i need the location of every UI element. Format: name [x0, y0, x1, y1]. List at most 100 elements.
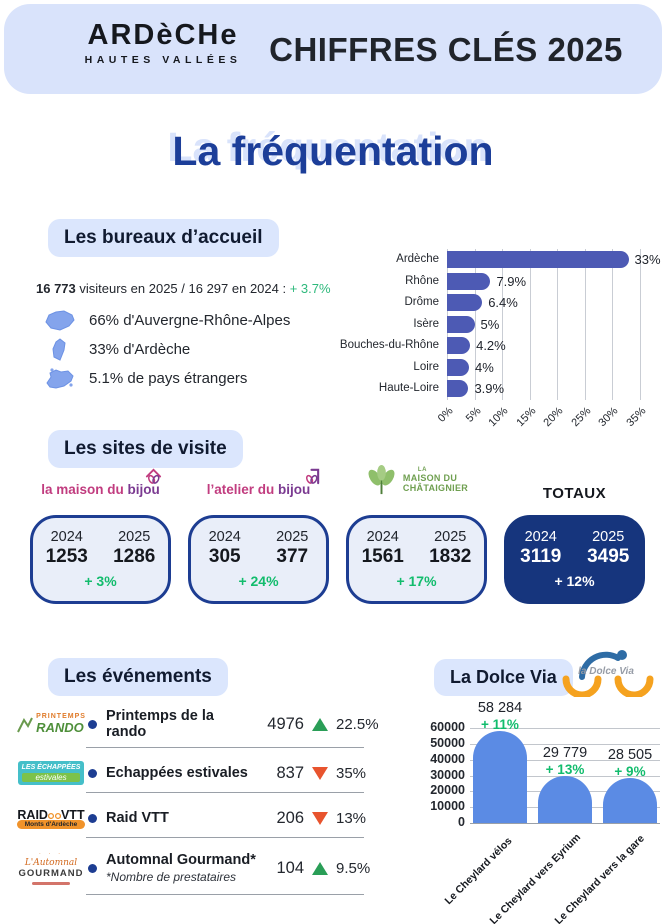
maison-du-chataignier-logo: LA MAISON DU CHÂTAIGNIER — [346, 464, 487, 497]
row-separator — [86, 837, 364, 838]
event-percent: 9.5% — [336, 859, 371, 877]
year-label: 2025 — [118, 529, 151, 545]
visitors-summary: 16 773 visiteurs en 2025 / 16 297 en 202… — [36, 281, 331, 296]
header-banner: ARDèCHe HAUTES VALLÉES CHIFFRES CLÉS 202… — [4, 4, 662, 94]
visitor-count: 1832 — [429, 546, 472, 567]
document-title: CHIFFRES CLÉS 2025 — [269, 31, 623, 68]
bar-value-label: 6.4% — [488, 295, 518, 310]
x-tick-label: 35% — [623, 404, 648, 429]
triangle — [312, 717, 328, 731]
year-label: 2025 — [276, 529, 309, 545]
section-label-events: Les événements — [48, 658, 228, 696]
visitor-count: 1286 — [113, 546, 156, 567]
row-separator — [86, 792, 364, 793]
gridline — [612, 249, 613, 400]
ardeche-hautes-vallees-logo: ARDèCHe HAUTES VALLÉES — [72, 19, 254, 66]
gridline — [529, 249, 531, 400]
triangle — [312, 861, 328, 875]
bullet-dot — [88, 768, 97, 778]
delta-percent: + 17% — [396, 573, 437, 589]
bar — [447, 380, 469, 397]
event-name-cell: Printemps de la rando — [106, 708, 258, 740]
maison-du-bijou-logo: la maison du bijou — [30, 468, 171, 497]
event-name: Echappées estivales — [106, 765, 248, 781]
bar — [603, 777, 657, 823]
x-tick-label: 25% — [568, 404, 593, 429]
bar — [447, 358, 469, 376]
event-value: 4976 — [267, 714, 304, 733]
section-label-dolce-via: La Dolce Via — [434, 659, 573, 696]
gridline — [584, 249, 586, 400]
triangle — [312, 811, 328, 825]
origin-row: 33% d'Ardèche — [44, 335, 290, 364]
logo-subtitle: HAUTES VALLÉES — [84, 54, 242, 66]
dolce-via-logo-text: la Dolce Via — [578, 666, 634, 677]
visitor-count: 3495 — [587, 546, 630, 567]
category-label: Loire — [413, 360, 439, 373]
row-separator — [86, 894, 364, 895]
bar — [473, 730, 527, 823]
category-label: Rhône — [405, 274, 439, 287]
trend-down-icon — [304, 811, 336, 825]
gridline — [502, 249, 503, 400]
y-tick-label: 10000 — [430, 799, 465, 814]
category-label: Bouches-du-Rhône — [339, 339, 439, 351]
gridline — [470, 743, 660, 745]
y-tick-label: 50000 — [430, 735, 465, 750]
page-title: La fréquentation — [172, 128, 494, 174]
year-label: 2025 — [592, 529, 625, 545]
x-tick-label: 30% — [596, 404, 621, 429]
visitors-text: visiteurs en 2025 / 16 297 en 2024 : — [75, 281, 290, 296]
visitor-count: 3119 — [520, 546, 562, 567]
delta-percent: + 24% — [238, 573, 279, 589]
events-table: PRINTEMPS RANDO Printemps de la rando 4976 2… — [14, 698, 379, 910]
bar-value-label: 58 284 — [477, 699, 523, 716]
visitors-count: 16 773 — [36, 281, 76, 296]
bracket-butterfly-icon — [305, 468, 320, 485]
site-visitors-card: 2024 2025 305 377 + 24% — [188, 515, 329, 604]
visitors-delta: + 3.7% — [289, 281, 331, 296]
event-row: PRINTEMPS RANDO Printemps de la rando 4976 2… — [14, 702, 379, 746]
row-separator — [86, 747, 364, 748]
bullet-dot — [88, 813, 97, 823]
event-row: · · · L'Automnal GOURMAND Automnal Gourmand… — [14, 841, 370, 895]
gridline — [470, 823, 660, 824]
y-tick-label: 20000 — [430, 783, 465, 798]
bar — [447, 294, 483, 311]
origin-label: 5.1% de pays étrangers — [89, 370, 248, 387]
bar — [447, 251, 629, 268]
bike-rider-head — [617, 650, 627, 660]
origin-bar-chart: 0% 5% 10% 15% 20% 25% 30% 35% Ardèche 33% Rhône 7.9… — [335, 249, 666, 449]
trend-up-icon — [304, 861, 336, 875]
bike-wheel-right — [614, 675, 654, 699]
bar-value-label: 33% — [634, 252, 661, 267]
event-percent: 13% — [336, 809, 367, 827]
event-percent: 22.5% — [336, 715, 379, 733]
bar-value-label: 5% — [480, 316, 500, 332]
origin-row: 5.1% de pays étrangers — [44, 364, 290, 393]
dolce-via-bar-chart: 60000 50000 40000 30000 20000 10000 0 58 284 + 1… — [425, 695, 666, 924]
year-label: 2024 — [208, 529, 241, 545]
bike-frame — [579, 651, 621, 680]
raid-vtt-logo: RAID VTT Monts d'Ardèche — [17, 807, 85, 829]
bar-delta-label: + 9% — [614, 763, 646, 779]
bar — [447, 315, 475, 333]
atelier-du-bijou-logo: l’atelier du bijou — [188, 468, 329, 497]
section-label-bureaux: Les bureaux d’accueil — [48, 219, 279, 257]
y-tick-label: 40000 — [430, 751, 465, 766]
delta-percent: + 12% — [554, 573, 595, 589]
event-name: Printemps de la rando — [106, 708, 214, 740]
site-visitors-card: 2024 2025 1253 1286 + 3% — [30, 515, 171, 604]
event-name: Raid VTT — [106, 810, 169, 826]
event-name-cell: Raid VTT — [106, 810, 258, 826]
bike-icon — [47, 812, 61, 819]
triangle — [312, 766, 328, 780]
event-row: LES ÉCHAPPÉES estivales Echappées estivale… — [14, 751, 366, 795]
gridline — [639, 249, 641, 400]
year-label: 2024 — [524, 529, 557, 545]
bullet-dot — [88, 863, 97, 873]
y-tick-label: 60000 — [430, 720, 465, 734]
ardeche-map-icon — [44, 337, 76, 363]
event-name-cell: Automnal Gourmand* *Nombre de prestataire… — [106, 852, 258, 884]
delta-percent: + 3% — [84, 573, 117, 589]
